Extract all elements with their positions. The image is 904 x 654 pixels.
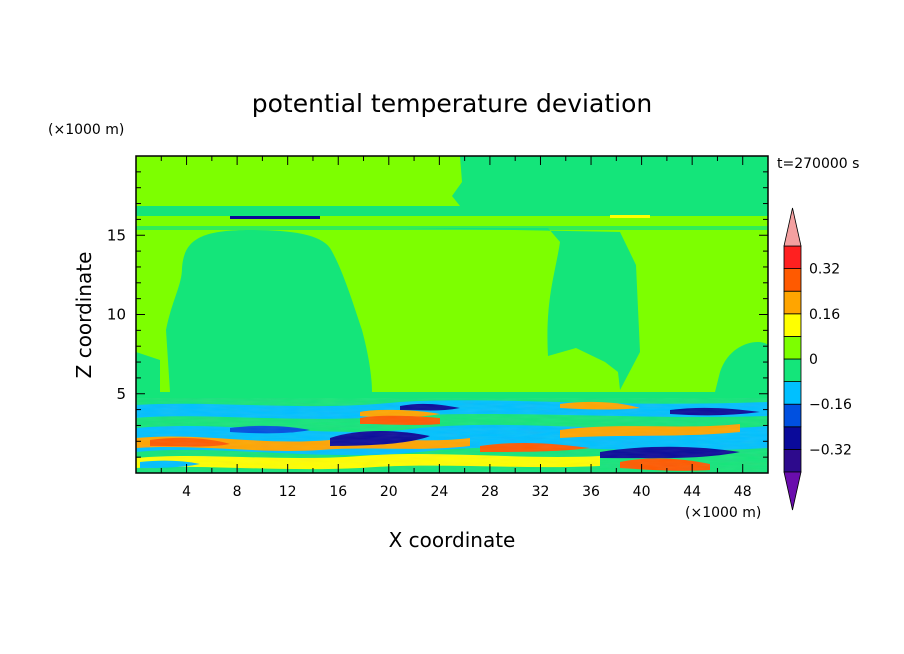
x-tick-label: 24 [430, 484, 448, 500]
colorbar-swatch [783, 381, 802, 405]
colorbar-tick-label: −0.16 [809, 397, 852, 413]
time-label: t=270000 s [777, 156, 859, 172]
x-tick-label: 28 [481, 484, 499, 500]
x-axis-label: X coordinate [389, 528, 516, 552]
colorbar-swatch [783, 245, 802, 270]
colorbar-swatch [783, 403, 802, 428]
colorbar-tick-label: 0.32 [809, 262, 840, 278]
colorbar-swatch [783, 448, 802, 473]
colorbar-tick-label: −0.32 [809, 442, 852, 458]
colorbar-swatch [783, 426, 802, 450]
y-tick-label: 5 [116, 385, 126, 403]
y-tick-label: 10 [107, 306, 126, 324]
chart-title: potential temperature deviation [252, 89, 652, 118]
x-unit-label: (×1000 m) [685, 505, 761, 521]
colorbar-swatch [783, 335, 802, 360]
colorbar: 0.32 0.16 0 −0.16 −0.32 [783, 207, 852, 511]
x-tick-label: 36 [582, 484, 600, 500]
colorbar-tick-label: 0 [809, 352, 818, 368]
colorbar-swatch [783, 268, 802, 292]
y-unit-label: (×1000 m) [48, 122, 124, 138]
x-tick-label: 8 [233, 484, 242, 500]
x-tick-label: 4 [182, 484, 191, 500]
colorbar-top-arrow [783, 207, 802, 247]
x-tick-label: 16 [329, 484, 347, 500]
y-tick-label: 15 [107, 226, 126, 244]
x-tick-label: 40 [633, 484, 651, 500]
colorbar-swatch [783, 313, 802, 337]
x-axis: 4 8 12 16 20 24 28 32 36 40 44 48 [160, 156, 752, 500]
x-tick-label: 48 [734, 484, 752, 500]
x-tick-label: 32 [532, 484, 550, 500]
x-tick-label: 12 [279, 484, 297, 500]
colorbar-bottom-arrow [783, 471, 802, 511]
colorbar-tick-label: 0.16 [809, 307, 840, 323]
contour-field [136, 156, 768, 473]
colorbar-swatch [783, 358, 802, 383]
x-tick-label: 20 [380, 484, 398, 500]
y-axis: 5 10 15 [107, 171, 768, 458]
y-axis-label: Z coordinate [72, 252, 96, 379]
colorbar-swatch [783, 290, 802, 315]
x-tick-label: 44 [683, 484, 701, 500]
